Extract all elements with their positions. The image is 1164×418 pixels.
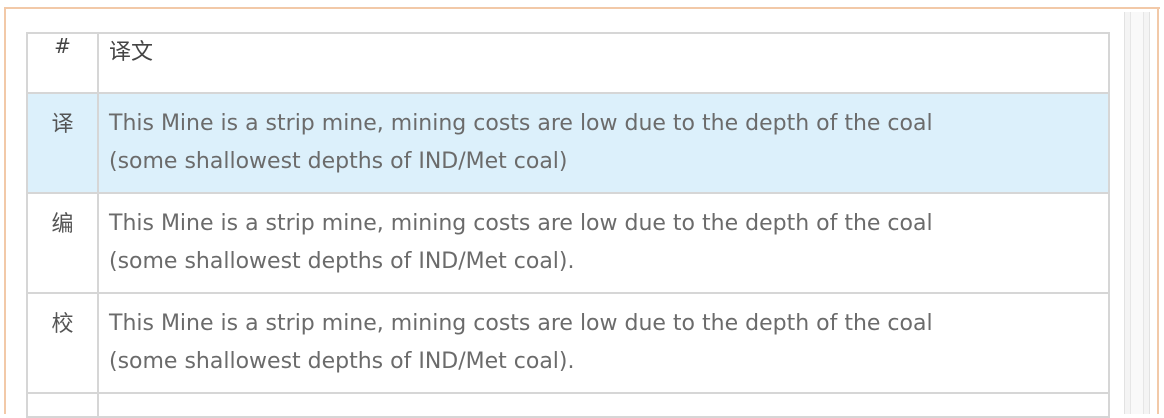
row-text-edit[interactable]: This Mine is a strip mine, mining costs …	[97, 192, 1110, 294]
row-text-line: (some shallowest depths of IND/Met coal)…	[109, 349, 575, 374]
empty-cell	[97, 392, 1110, 418]
table-row-translation[interactable]: 译 This Mine is a strip mine, mining cost…	[26, 92, 1110, 194]
table-header-row: # 译文	[26, 32, 1110, 94]
table-row-review[interactable]: 校 This Mine is a strip mine, mining cost…	[26, 292, 1110, 394]
row-marker-translate: 译	[26, 92, 99, 194]
panel-border-top	[4, 7, 1160, 9]
row-text-line: This Mine is a strip mine, mining costs …	[109, 211, 933, 236]
translation-table: # 译文 译 This Mine is a strip mine, mining…	[26, 32, 1110, 418]
row-text-line: This Mine is a strip mine, mining costs …	[109, 311, 933, 336]
row-text-translate[interactable]: This Mine is a strip mine, mining costs …	[97, 92, 1110, 194]
row-text-review[interactable]: This Mine is a strip mine, mining costs …	[97, 292, 1110, 394]
row-marker-edit: 编	[26, 192, 99, 294]
row-text-line: (some shallowest depths of IND/Met coal)…	[109, 249, 575, 274]
panel-border-right	[1157, 7, 1159, 414]
header-index: #	[26, 32, 99, 94]
vertical-scrollbar[interactable]	[1124, 12, 1150, 414]
row-marker-review: 校	[26, 292, 99, 394]
row-text-line: This Mine is a strip mine, mining costs …	[109, 111, 933, 136]
panel-border-left	[4, 7, 6, 414]
empty-cell	[26, 392, 99, 418]
scrollbar-thumb[interactable]	[1130, 12, 1144, 414]
table-row-edit[interactable]: 编 This Mine is a strip mine, mining cost…	[26, 192, 1110, 294]
table-row-empty	[26, 392, 1110, 418]
header-translation: 译文	[97, 32, 1110, 94]
row-text-line: (some shallowest depths of IND/Met coal)	[109, 149, 568, 174]
